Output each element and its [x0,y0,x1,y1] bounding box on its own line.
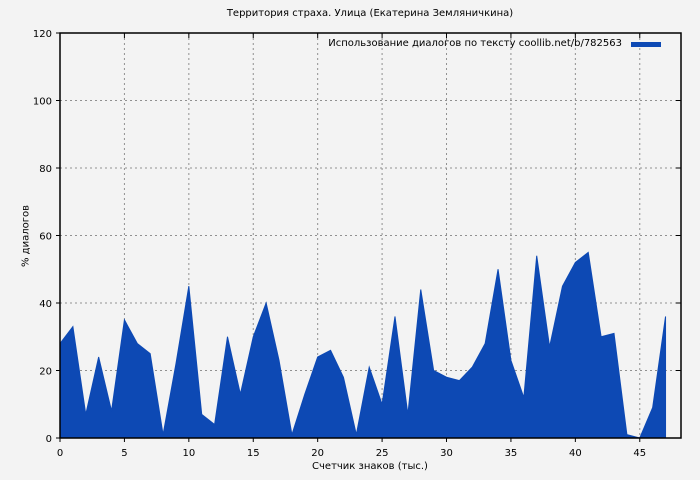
y-tick-label: 20 [39,367,52,378]
x-tick-label: 20 [311,448,324,459]
x-tick-label: 45 [633,448,646,459]
x-tick-label: 15 [247,448,260,459]
legend-label: Использование диалогов по тексту coollib… [328,38,622,49]
y-tick-label: 40 [39,299,52,310]
y-tick-label: 60 [39,232,52,243]
x-tick-label: 0 [57,448,63,459]
legend: Использование диалогов по тексту coollib… [328,38,661,50]
x-tick-label: 10 [182,448,195,459]
x-tick-label: 35 [505,448,518,459]
x-tick-label: 40 [569,448,582,459]
x-tick-label: 30 [440,448,453,459]
chart-title: Территория страха. Улица (Екатерина Земл… [226,8,514,19]
x-axis-title: Счетчик знаков (тыс.) [312,461,428,472]
x-tick-label: 5 [121,448,127,459]
y-tick-label: 0 [46,434,52,445]
x-tick-label: 25 [376,448,389,459]
y-tick-label: 120 [33,29,52,40]
y-tick-label: 80 [39,164,52,175]
y-axis-title: % диалогов [20,205,32,267]
data-area-series [59,251,667,439]
y-tick-label: 100 [33,97,52,108]
legend-swatch [631,41,661,47]
